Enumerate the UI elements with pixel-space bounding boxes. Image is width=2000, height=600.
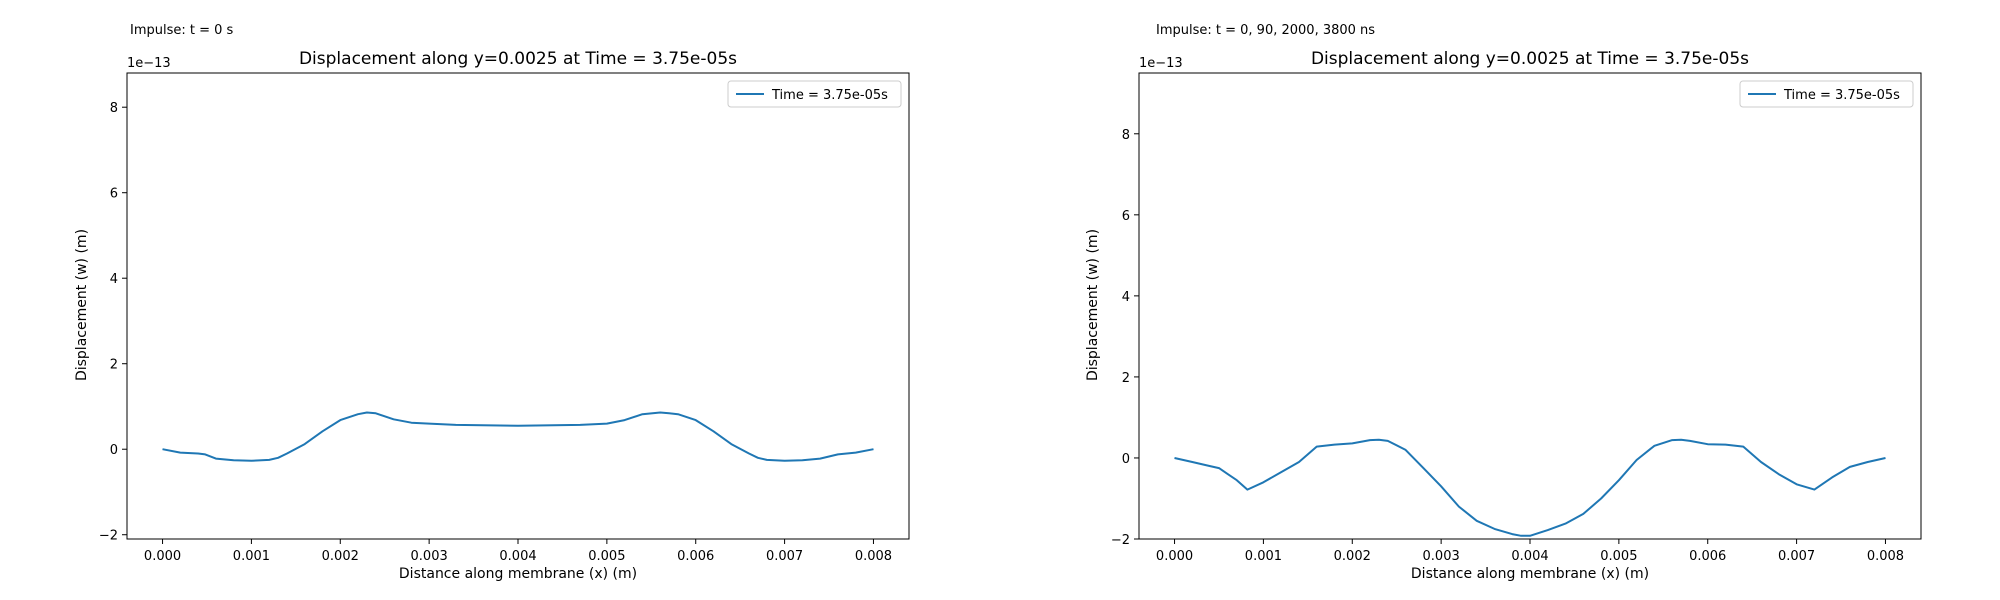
x-tick-label: 0.006	[1689, 549, 1726, 564]
chart-title: Displacement along y=0.0025 at Time = 3.…	[1311, 49, 1749, 69]
impulse-annotation: Impulse: t = 0 s	[130, 23, 234, 38]
x-tick-label: 0.001	[1245, 549, 1282, 564]
y-scale-offset-label: 1e−13	[1139, 56, 1183, 71]
y-tick-label: 0	[1122, 452, 1130, 467]
legend-entry: Time = 3.75e-05s	[1783, 88, 1900, 103]
y-tick-label: 6	[1122, 209, 1130, 224]
y-tick-label: 8	[1122, 128, 1130, 143]
legend: Time = 3.75e-05s	[1739, 80, 1914, 108]
y-axis-label: Displacement (w) (m)	[1085, 229, 1101, 381]
x-tick-label: 0.000	[1156, 549, 1193, 564]
plot-area	[162, 411, 874, 462]
x-tick-label: 0.003	[1423, 549, 1460, 564]
y-tick-label: 2	[1122, 371, 1130, 386]
y-tick-label: −2	[99, 529, 118, 544]
series-line	[162, 411, 874, 462]
legend-entry: Time = 3.75e-05s	[771, 88, 888, 103]
y-tick-label: 8	[110, 101, 118, 116]
y-tick-label: 4	[1122, 290, 1130, 305]
axes-frame	[126, 72, 910, 540]
x-axis-label: Distance along membrane (x) (m)	[1411, 566, 1649, 582]
legend: Time = 3.75e-05s	[727, 80, 902, 108]
x-tick-label: 0.007	[766, 549, 803, 564]
axis-ticks: 0.000 0.001 0.002 0.003 0.004 0.005 0.006 0.007…	[99, 101, 892, 564]
x-tick-label: 0.001	[233, 549, 270, 564]
x-tick-label: 0.007	[1778, 549, 1815, 564]
x-tick-label: 0.003	[411, 549, 448, 564]
x-tick-label: 0.002	[322, 549, 359, 564]
x-tick-label: 0.004	[1511, 549, 1548, 564]
y-tick-label: 2	[110, 358, 118, 373]
y-tick-label: −2	[1111, 533, 1130, 548]
legend-box	[727, 80, 902, 108]
axes-frame	[1138, 72, 1922, 540]
x-tick-label: 0.000	[144, 549, 181, 564]
chart-title: Displacement along y=0.0025 at Time = 3.…	[299, 49, 737, 69]
x-tick-label: 0.002	[1334, 549, 1371, 564]
y-tick-label: 6	[110, 187, 118, 202]
plot-area	[1174, 438, 1886, 537]
x-tick-label: 0.005	[1600, 549, 1637, 564]
chart-panel-left: Impulse: t = 0 s Displacement along y=0.…	[74, 23, 910, 582]
x-tick-label: 0.006	[677, 549, 714, 564]
x-tick-label: 0.008	[1867, 549, 1904, 564]
axis-ticks: 0.000 0.001 0.002 0.003 0.004 0.005 0.006 0.007…	[1111, 128, 1904, 564]
y-tick-label: 0	[110, 443, 118, 458]
y-tick-label: 4	[110, 272, 118, 287]
y-scale-offset-label: 1e−13	[127, 56, 171, 71]
x-tick-label: 0.008	[855, 549, 892, 564]
series-line	[1174, 438, 1886, 537]
x-tick-label: 0.005	[588, 549, 625, 564]
impulse-annotation: Impulse: t = 0, 90, 2000, 3800 ns	[1156, 23, 1375, 38]
legend-box	[1739, 80, 1914, 108]
x-tick-label: 0.004	[499, 549, 536, 564]
y-axis-label: Displacement (w) (m)	[74, 229, 90, 381]
chart-panel-right: Impulse: t = 0, 90, 2000, 3800 ns Displa…	[1085, 23, 1922, 582]
x-axis-label: Distance along membrane (x) (m)	[399, 566, 637, 582]
